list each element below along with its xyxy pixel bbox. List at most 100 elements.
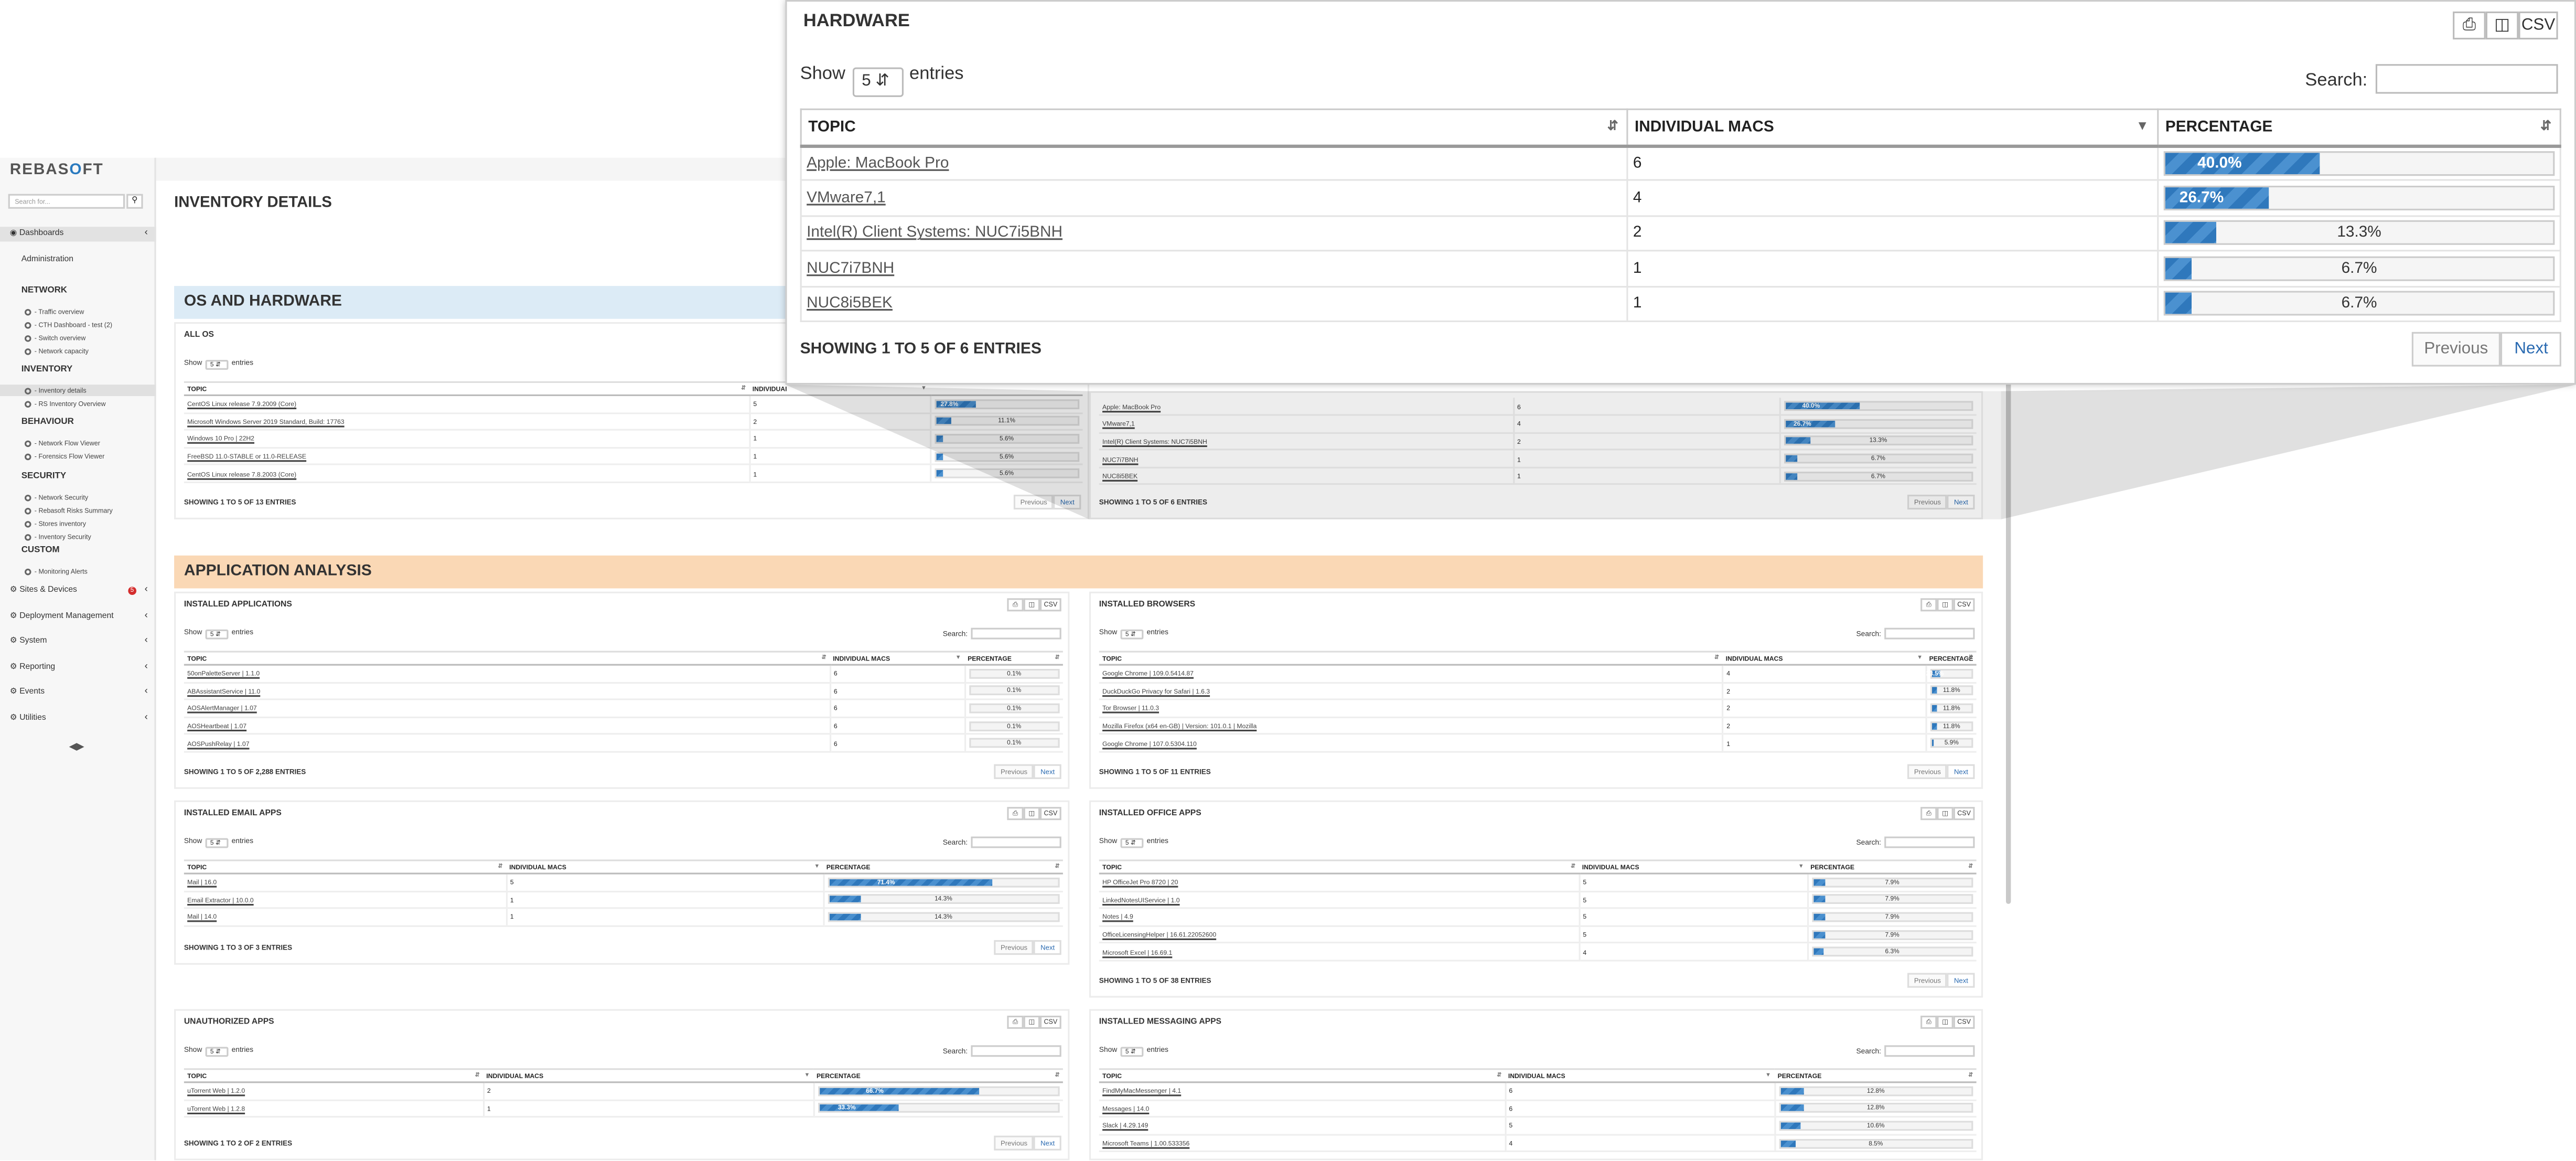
sidebar-item[interactable]: - Switch overview bbox=[0, 332, 156, 344]
column-individual-macs[interactable]: INDIVIDUAL MACS ▼ bbox=[506, 859, 823, 875]
row-topic-link[interactable]: CentOS Linux release 7.8.2003 (Core) bbox=[184, 465, 749, 483]
search-input[interactable] bbox=[1884, 836, 1975, 848]
column-percentage[interactable]: PERCENTAGE ⇵ bbox=[823, 859, 1063, 875]
sidebar-item[interactable]: - RS Inventory Overview bbox=[0, 398, 156, 409]
column-individual-macs[interactable]: INDIVIDUAL MACS ▼ bbox=[1626, 108, 2159, 147]
column-percentage[interactable]: PERCENTAGE ⇵ bbox=[1774, 1068, 1977, 1083]
print-icon[interactable]: ⎙ bbox=[1007, 598, 1024, 612]
columns-icon[interactable]: ◫ bbox=[1937, 598, 1954, 612]
sidebar-item[interactable]: - Traffic overview bbox=[0, 306, 156, 317]
csv-button[interactable]: CSV bbox=[1953, 1016, 1975, 1029]
sidebar-menu-item[interactable]: ⚙ Reporting ‹ bbox=[0, 661, 156, 675]
print-icon[interactable]: ⎙ bbox=[1920, 1016, 1937, 1029]
row-topic-link[interactable]: Messages | 14.0 bbox=[1099, 1100, 1505, 1118]
row-topic-link[interactable]: Mozilla Firefox (x64 en-GB) | Version: 1… bbox=[1099, 717, 1723, 736]
column-individual-macs[interactable]: INDIVIDUAL MACS ▼ bbox=[1722, 651, 1926, 666]
row-topic-link[interactable]: 50onPaletteServer | 1.1.0 bbox=[184, 665, 830, 683]
columns-icon[interactable]: ◫ bbox=[1937, 1016, 1954, 1029]
column-topic[interactable]: TOPIC ⇵ bbox=[1099, 1068, 1505, 1083]
row-topic-link[interactable]: Mail | 16.0 bbox=[184, 874, 506, 892]
row-topic-link[interactable]: Slack | 4.29.149 bbox=[1099, 1117, 1505, 1135]
row-topic-link[interactable]: Tor Browser | 11.0.3 bbox=[1099, 699, 1723, 718]
column-individual-macs[interactable]: INDIVIDUAL MACS ▼ bbox=[483, 1068, 813, 1083]
scrollbar[interactable] bbox=[2006, 164, 2011, 904]
sidebar-item[interactable]: - Stores inventory bbox=[0, 518, 156, 529]
csv-button[interactable]: CSV bbox=[1953, 807, 1975, 821]
row-topic-link[interactable]: NUC7i7BNH bbox=[800, 250, 1628, 287]
csv-button[interactable]: CSV bbox=[1039, 598, 1061, 612]
sidebar-item[interactable]: - Inventory Security bbox=[0, 531, 156, 542]
sidebar-search-input[interactable]: Search for... bbox=[8, 194, 125, 209]
search-input[interactable] bbox=[971, 836, 1061, 848]
column-individual-macs[interactable]: INDIVIDUAL MACS ▼ bbox=[1505, 1068, 1775, 1083]
row-topic-link[interactable]: Google Chrome | 107.0.5304.110 bbox=[1099, 734, 1723, 753]
row-topic-link[interactable]: Apple: MacBook Pro bbox=[800, 144, 1628, 182]
next-button[interactable]: Next bbox=[1034, 940, 1061, 955]
entries-select[interactable]: 5 ⇵ bbox=[205, 360, 229, 370]
entries-select[interactable]: 5 ⇵ bbox=[1120, 629, 1144, 640]
print-icon[interactable]: ⎙ bbox=[2453, 11, 2486, 40]
next-button[interactable]: Next bbox=[1034, 764, 1061, 779]
row-topic-link[interactable]: uTorrent Web | 1.2.0 bbox=[184, 1082, 484, 1101]
csv-button[interactable]: CSV bbox=[1039, 1016, 1061, 1029]
sidebar-item-administration[interactable]: Administration bbox=[21, 254, 73, 265]
entries-select[interactable]: 5 ⇵ bbox=[1120, 1047, 1144, 1057]
columns-icon[interactable]: ◫ bbox=[1023, 598, 1040, 612]
column-individual-macs[interactable]: INDIVIDUAL MACS ▼ bbox=[830, 651, 964, 666]
previous-button[interactable]: Previous bbox=[994, 940, 1034, 955]
column-percentage[interactable]: PERCENTAGE ⇵ bbox=[813, 1068, 1063, 1083]
sidebar-menu-item[interactable]: ⚙ Utilities ‹ bbox=[0, 711, 156, 726]
row-topic-link[interactable]: HP OfficeJet Pro 8720 | 20 bbox=[1099, 874, 1579, 892]
csv-button[interactable]: CSV bbox=[1039, 807, 1061, 821]
entries-select[interactable]: 5 ⇵ bbox=[205, 838, 229, 848]
columns-icon[interactable]: ◫ bbox=[2485, 11, 2519, 40]
row-topic-link[interactable]: Notes | 4.9 bbox=[1099, 908, 1579, 927]
row-topic-link[interactable]: NUC8i5BEK bbox=[1099, 467, 1514, 486]
row-topic-link[interactable]: AOSPushRelay | 1.07 bbox=[184, 734, 830, 753]
row-topic-link[interactable]: AOSAlertManager | 1.07 bbox=[184, 699, 830, 718]
print-icon[interactable]: ⎙ bbox=[1007, 807, 1024, 821]
column-percentage[interactable]: PERCENTAGE ⇵ bbox=[1926, 651, 1977, 666]
column-topic[interactable]: TOPIC ⇵ bbox=[184, 859, 506, 875]
sidebar-item[interactable]: - Network Security bbox=[0, 492, 156, 503]
search-input[interactable] bbox=[1884, 1045, 1975, 1057]
print-icon[interactable]: ⎙ bbox=[1007, 1016, 1024, 1029]
previous-button[interactable]: Previous bbox=[1014, 494, 1054, 510]
sidebar-item[interactable]: - Network Flow Viewer bbox=[0, 437, 156, 449]
row-topic-link[interactable]: CentOS Linux release 7.9.2009 (Core) bbox=[184, 395, 749, 414]
next-button[interactable]: Next bbox=[1054, 494, 1081, 510]
row-topic-link[interactable]: OfficeLicensingHelper | 16.61.22052600 bbox=[1099, 925, 1579, 944]
search-input[interactable] bbox=[971, 1045, 1061, 1057]
columns-icon[interactable]: ◫ bbox=[1937, 807, 1954, 821]
column-percentage[interactable]: PERCENTAGE ⇵ bbox=[1807, 859, 1977, 875]
entries-select[interactable]: 5 ⇵ bbox=[852, 67, 903, 97]
previous-button[interactable]: Previous bbox=[1907, 973, 1948, 988]
previous-button[interactable]: Previous bbox=[1907, 764, 1948, 779]
sidebar-menu-item[interactable]: ⚙ Events ‹ bbox=[0, 685, 156, 700]
brand-logo[interactable]: REBASOFT bbox=[9, 161, 104, 179]
row-topic-link[interactable]: Intel(R) Client Systems: NUC7i5BNH bbox=[1099, 432, 1514, 451]
sidebar-menu-item[interactable]: ⚙ Sites & Devices 5 ‹ bbox=[0, 583, 156, 598]
sidebar-item[interactable]: - Monitoring Alerts bbox=[0, 566, 156, 577]
next-button[interactable]: Next bbox=[1947, 973, 1975, 988]
row-topic-link[interactable]: LinkedNotesUIService | 1.0 bbox=[1099, 891, 1579, 909]
sidebar-item[interactable]: - Forensics Flow Viewer bbox=[0, 450, 156, 462]
row-topic-link[interactable]: VMware7,1 bbox=[1099, 415, 1514, 433]
columns-icon[interactable]: ◫ bbox=[1023, 1016, 1040, 1029]
column-topic[interactable]: TOPIC ⇵ bbox=[1099, 651, 1723, 666]
row-topic-link[interactable]: Microsoft Teams | 1.00.533356 bbox=[1099, 1134, 1505, 1153]
row-topic-link[interactable]: Microsoft Excel | 16.69.1 bbox=[1099, 943, 1579, 962]
column-percentage[interactable]: PERCENTAGE ⇵ bbox=[2157, 108, 2561, 147]
csv-button[interactable]: CSV bbox=[1953, 598, 1975, 612]
next-button[interactable]: Next bbox=[1034, 1135, 1061, 1151]
previous-button[interactable]: Previous bbox=[2411, 332, 2502, 367]
next-button[interactable]: Next bbox=[2501, 332, 2561, 367]
sidebar-item-dashboards[interactable]: ◉ Dashboards ‹ bbox=[0, 227, 156, 242]
row-topic-link[interactable]: FindMyMacMessenger | 4.1 bbox=[1099, 1082, 1505, 1101]
row-topic-link[interactable]: Apple: MacBook Pro bbox=[1099, 398, 1514, 416]
sidebar-menu-item[interactable]: ⚙ System ‹ bbox=[0, 634, 156, 649]
columns-icon[interactable]: ◫ bbox=[1023, 807, 1040, 821]
next-button[interactable]: Next bbox=[1947, 764, 1975, 779]
entries-select[interactable]: 5 ⇵ bbox=[205, 629, 229, 640]
next-button[interactable]: Next bbox=[1947, 494, 1975, 510]
